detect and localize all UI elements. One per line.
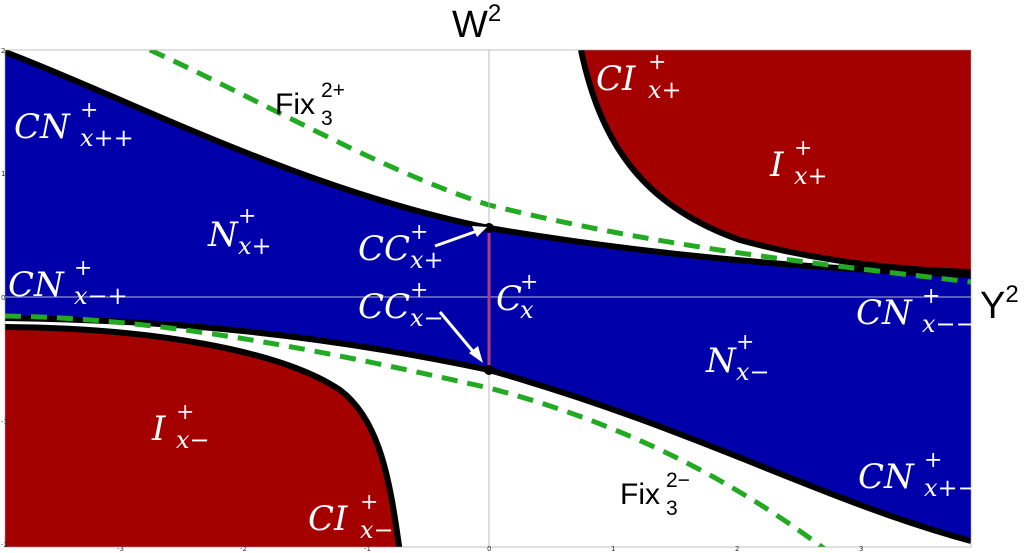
red-region-lower-left <box>5 327 400 547</box>
x-axis-title: Y2 <box>980 281 1019 327</box>
label-cn-xpm: CN + x+− <box>858 448 978 502</box>
x-tick: 1 <box>611 545 616 553</box>
label-c-x: C + x <box>496 270 539 324</box>
arrow-lower <box>438 311 478 356</box>
plot-frame <box>4 49 972 548</box>
y-tick: -1 <box>1 418 8 426</box>
x-tick: -3 <box>117 545 124 553</box>
label-n-xm: N + x− <box>706 330 770 386</box>
y-tick: -2 <box>1 541 8 549</box>
label-ci-xm: CI + x− <box>308 490 394 544</box>
red-upper-boundary <box>578 50 971 275</box>
x-tick: -1 <box>364 545 371 553</box>
arrow-lower-head <box>469 346 483 363</box>
y-axis-title: W2 <box>452 0 502 46</box>
arrow-upper-head <box>472 226 487 237</box>
label-cc-xp: CC + x+ <box>358 220 444 274</box>
x-tick: 2 <box>735 545 740 553</box>
y-tick: 1 <box>1 170 6 178</box>
x-tick: 3 <box>859 545 864 553</box>
label-ci-xp: CI + x+ <box>596 50 682 104</box>
label-i-xp: I + x+ <box>770 136 828 190</box>
red-region-upper-right <box>581 50 971 272</box>
label-cn-xpp: CN + x++ <box>14 98 134 152</box>
label-cc-xm: CC + x− <box>358 278 444 332</box>
arrow-upper <box>434 228 481 248</box>
fix-upper-label: Fix 2+ 3 <box>275 79 345 130</box>
fix-lower-label: Fix 2− 3 <box>620 469 690 520</box>
cc-point-lower <box>484 365 494 375</box>
label-n-xp: N + x+ <box>208 204 272 260</box>
fix-lower-curve <box>5 313 827 547</box>
x-tick: -2 <box>240 545 247 553</box>
x-tick: 0 <box>487 545 492 553</box>
y-tick: 2 <box>1 47 6 55</box>
red-lower-boundary <box>5 324 403 547</box>
fix-upper-curve <box>148 50 971 285</box>
y-tick: 0 <box>1 294 6 302</box>
label-i-xm: I + x− <box>152 400 210 454</box>
cc-point-upper <box>484 223 494 233</box>
label-cn-xmp: CN + x−+ <box>8 256 128 310</box>
label-cn-xmm: CN + x−− <box>856 284 976 338</box>
